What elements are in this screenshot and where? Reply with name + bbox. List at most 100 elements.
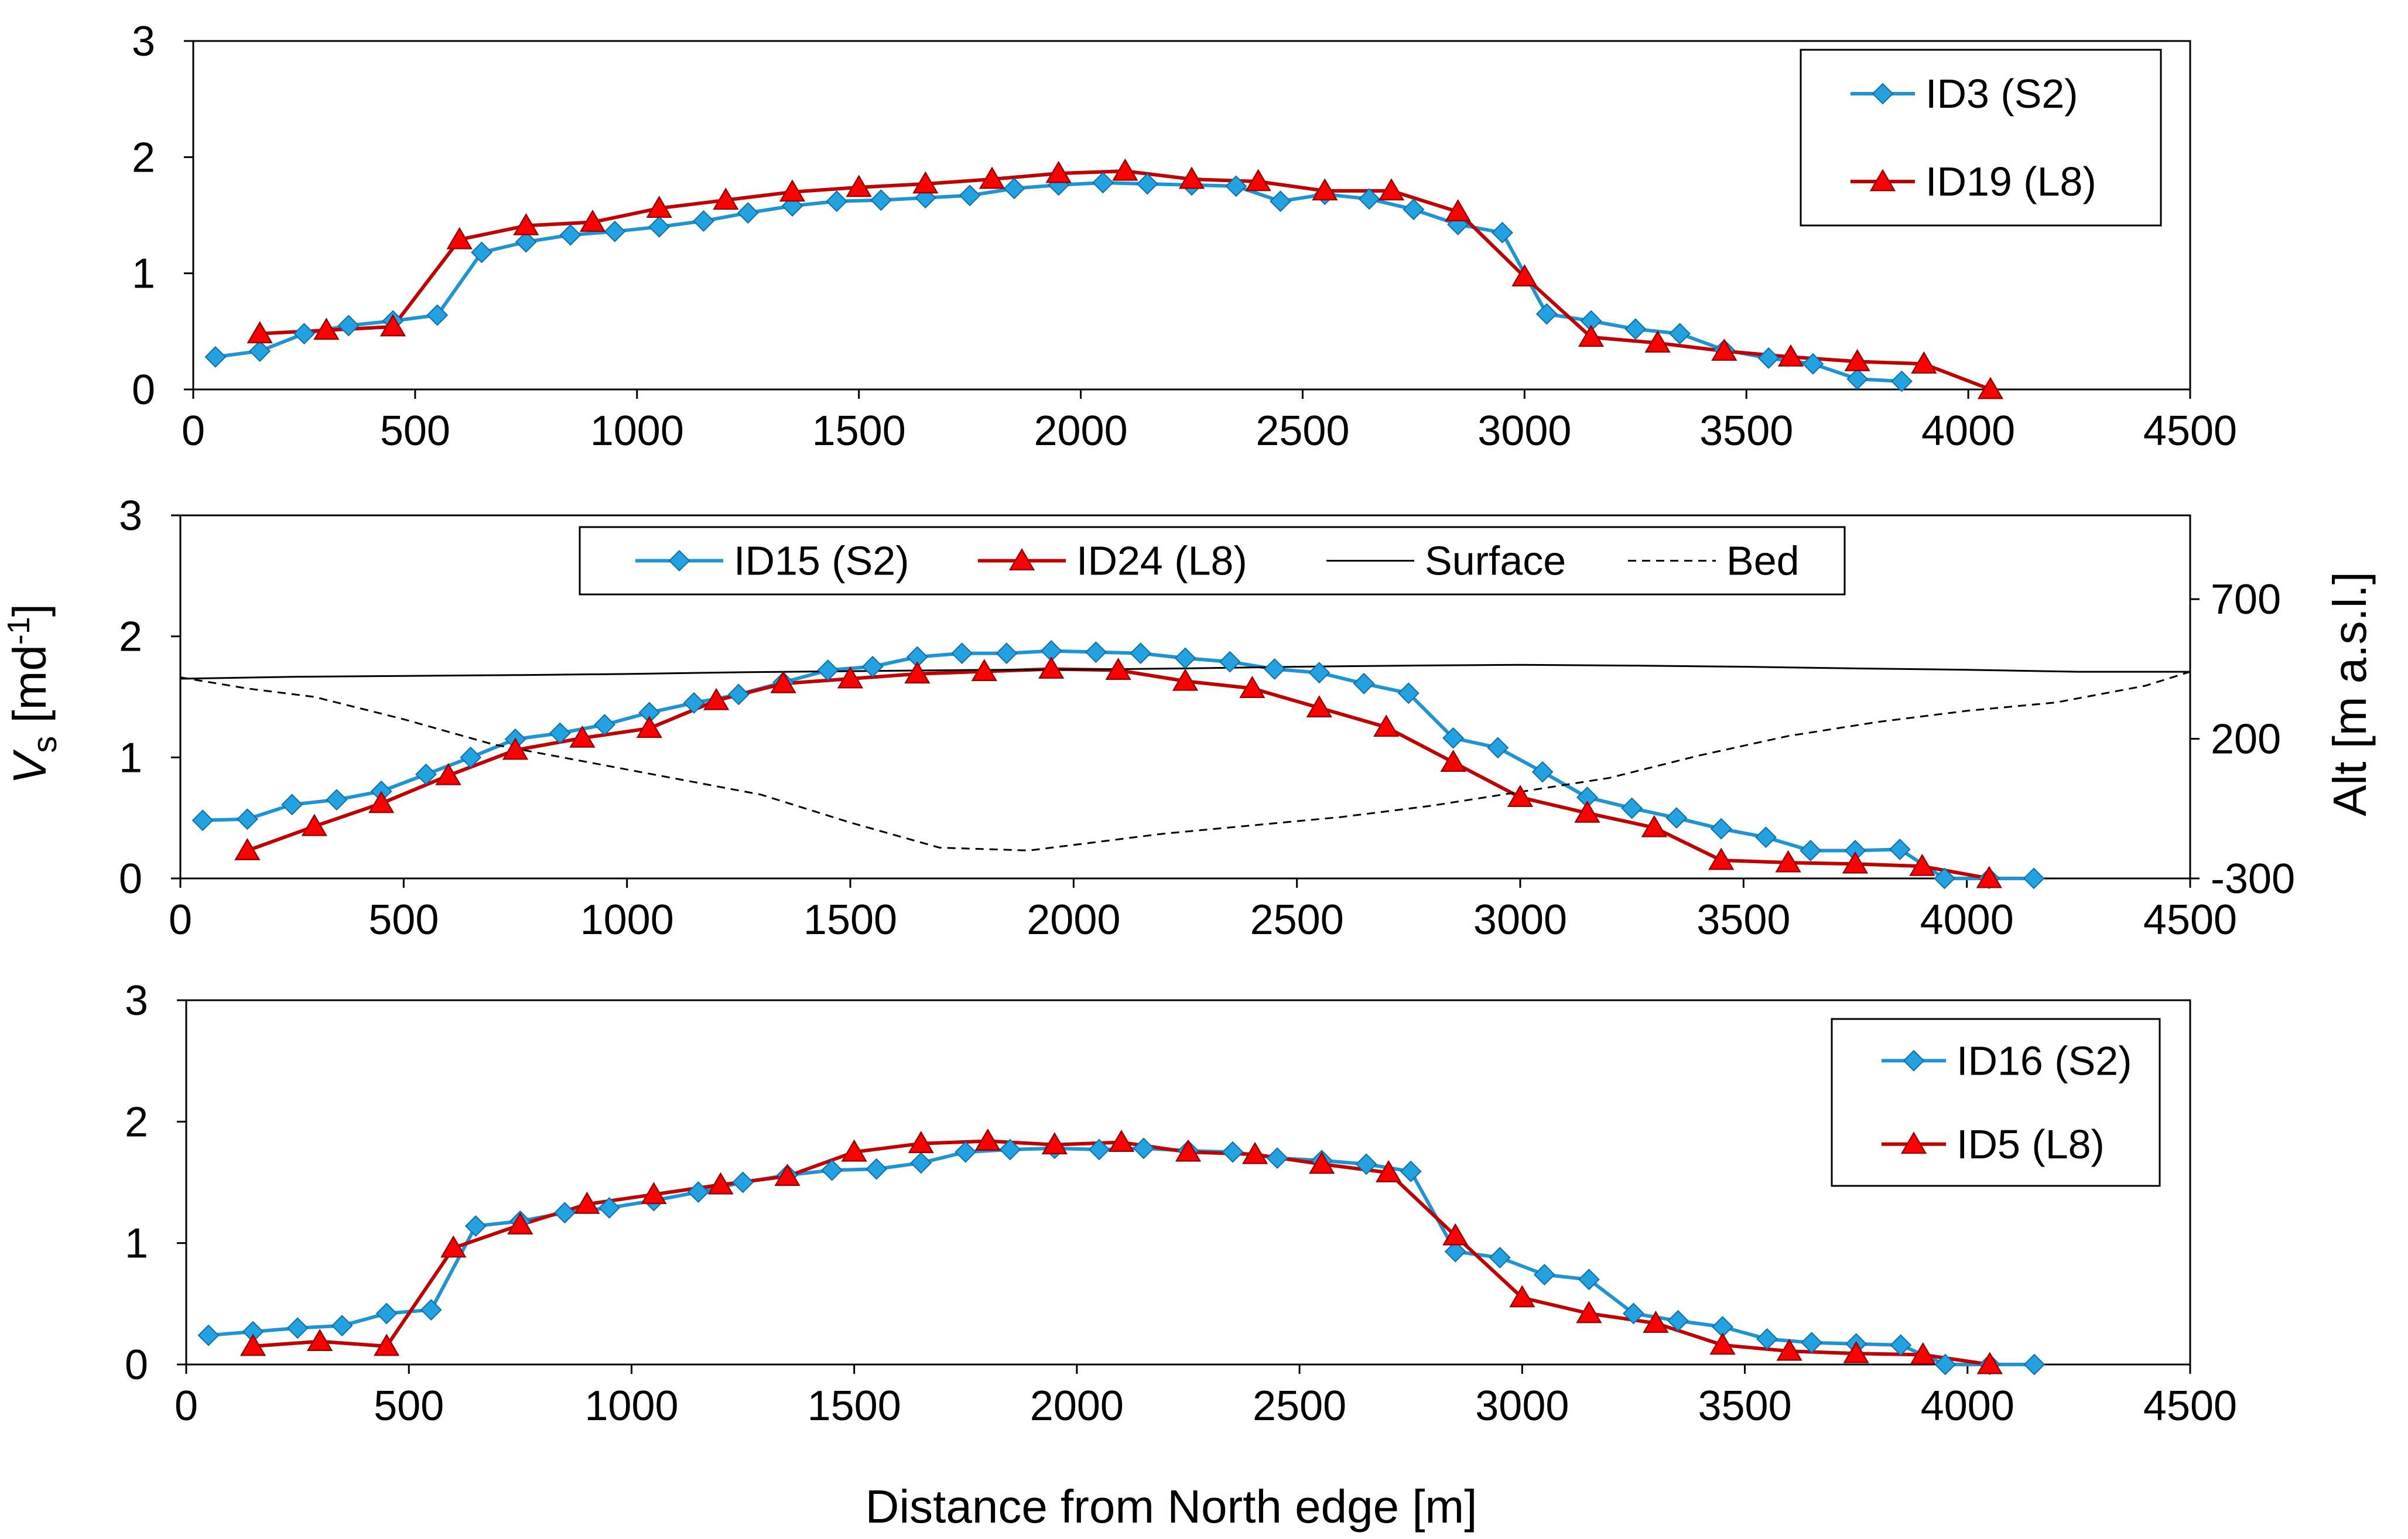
- data-point: [1890, 1334, 1912, 1356]
- legend-item: ID16 (S2): [1882, 1038, 2132, 1083]
- legend-item: ID24 (L8): [978, 538, 1247, 584]
- data-point: [1976, 1352, 2003, 1374]
- chart-panel-top: 0 500 1000 1500 2000 2500 3000 3500 4000 4500 0 1 2 3…: [132, 18, 2237, 454]
- data-point: [1643, 1311, 1669, 1333]
- plot-frame: [179, 514, 2191, 880]
- data-point: [1843, 1340, 1869, 1363]
- data-point: [774, 1164, 801, 1186]
- data-point: [1710, 818, 1732, 840]
- data-point: [821, 1159, 843, 1181]
- data-point: [1105, 658, 1131, 680]
- x-tick-label: 4500: [2143, 408, 2237, 454]
- x-tick-label: 1500: [812, 408, 906, 454]
- legend: ID15 (S2) ID24 (L8) Surface Bed: [579, 526, 1846, 596]
- data-point: [1219, 651, 1241, 673]
- data-point: [999, 1138, 1021, 1161]
- data-point: [236, 808, 258, 830]
- y-tick-label: 3: [119, 493, 142, 539]
- data-point: [1378, 178, 1405, 201]
- x-tick-label: 4500: [2143, 897, 2237, 943]
- data-point: [826, 190, 848, 213]
- y-tick-label: 2: [132, 134, 155, 181]
- data-point: [1492, 221, 1513, 244]
- data-point: [703, 688, 730, 710]
- data-point: [1872, 83, 1894, 105]
- data-point: [553, 1202, 576, 1224]
- data-point: [1507, 785, 1534, 807]
- data-point: [559, 224, 582, 246]
- plot-frame: [192, 40, 2191, 391]
- x-tick-label: 2500: [1253, 1383, 1346, 1429]
- series-line-id16-s2: [208, 1146, 2034, 1366]
- data-point: [313, 317, 340, 340]
- legend-label: ID16 (S2): [1956, 1038, 2132, 1083]
- data-point: [337, 314, 360, 337]
- data-point: [286, 1317, 309, 1339]
- data-point: [502, 737, 529, 760]
- x-tick-label: 1000: [580, 897, 674, 943]
- data-point: [1085, 641, 1107, 663]
- data-point: [368, 791, 395, 813]
- data-point: [1444, 1240, 1466, 1263]
- data-point: [866, 1158, 888, 1180]
- data-point: [1225, 175, 1247, 197]
- data-point: [1511, 264, 1538, 287]
- legend-item: Bed: [1628, 538, 1800, 584]
- data-point: [1222, 1141, 1244, 1163]
- data-point: [1403, 199, 1425, 220]
- data-point: [641, 1182, 667, 1205]
- legend-item: ID15 (S2): [635, 538, 909, 584]
- data-point: [974, 1128, 1001, 1151]
- data-point: [1976, 866, 2002, 888]
- data-point: [1038, 656, 1065, 679]
- data-point: [846, 175, 872, 197]
- data-point: [779, 179, 806, 202]
- y-tick-label: 3: [132, 18, 155, 65]
- data-point: [1934, 867, 1955, 890]
- x-tick-label: 2500: [1256, 408, 1349, 454]
- data-point: [1355, 1153, 1377, 1175]
- data-point: [594, 714, 615, 736]
- data-point: [1041, 1132, 1068, 1155]
- data-point: [446, 227, 473, 249]
- data-point: [1623, 1302, 1644, 1325]
- data-point: [1358, 188, 1380, 210]
- data-point: [1842, 851, 1869, 874]
- x-tick-label: 2000: [1027, 897, 1120, 943]
- data-point: [549, 722, 571, 744]
- data-point: [1239, 676, 1265, 698]
- x-tick-label: 1500: [808, 1383, 901, 1429]
- data-point: [1008, 548, 1035, 570]
- data-point: [1088, 1138, 1110, 1161]
- data-point: [1174, 647, 1196, 669]
- data-point: [1535, 303, 1558, 325]
- data-point: [1092, 172, 1114, 194]
- data-point: [1133, 1137, 1155, 1160]
- y-tick-label: 0: [125, 1342, 148, 1388]
- data-point: [912, 171, 939, 194]
- data-point: [737, 202, 759, 224]
- data-point: [1934, 1353, 1956, 1376]
- legend-box: [1800, 49, 2162, 227]
- data-point: [870, 189, 892, 211]
- data-point: [598, 1197, 620, 1219]
- data-point: [1576, 1301, 1602, 1323]
- data-point: [1669, 323, 1691, 345]
- y-tick-label: 2: [119, 614, 142, 661]
- data-point: [1175, 1139, 1202, 1162]
- data-point: [904, 661, 931, 684]
- data-point: [1756, 1328, 1778, 1350]
- legend-item: ID3 (S2): [1851, 71, 2078, 117]
- data-point: [971, 659, 997, 682]
- data-point: [1665, 807, 1688, 829]
- x-tick-label: 3000: [1477, 408, 1571, 454]
- data-point: [1442, 727, 1465, 749]
- data-point: [1440, 750, 1466, 772]
- data-point: [1136, 173, 1158, 195]
- series-line-id24-l8: [247, 667, 1990, 880]
- legend-label: ID3 (S2): [1925, 71, 2078, 117]
- legend-item: ID5 (L8): [1882, 1121, 2105, 1167]
- data-point: [1641, 815, 1667, 837]
- data-point: [1306, 695, 1332, 718]
- data-point: [707, 1172, 734, 1195]
